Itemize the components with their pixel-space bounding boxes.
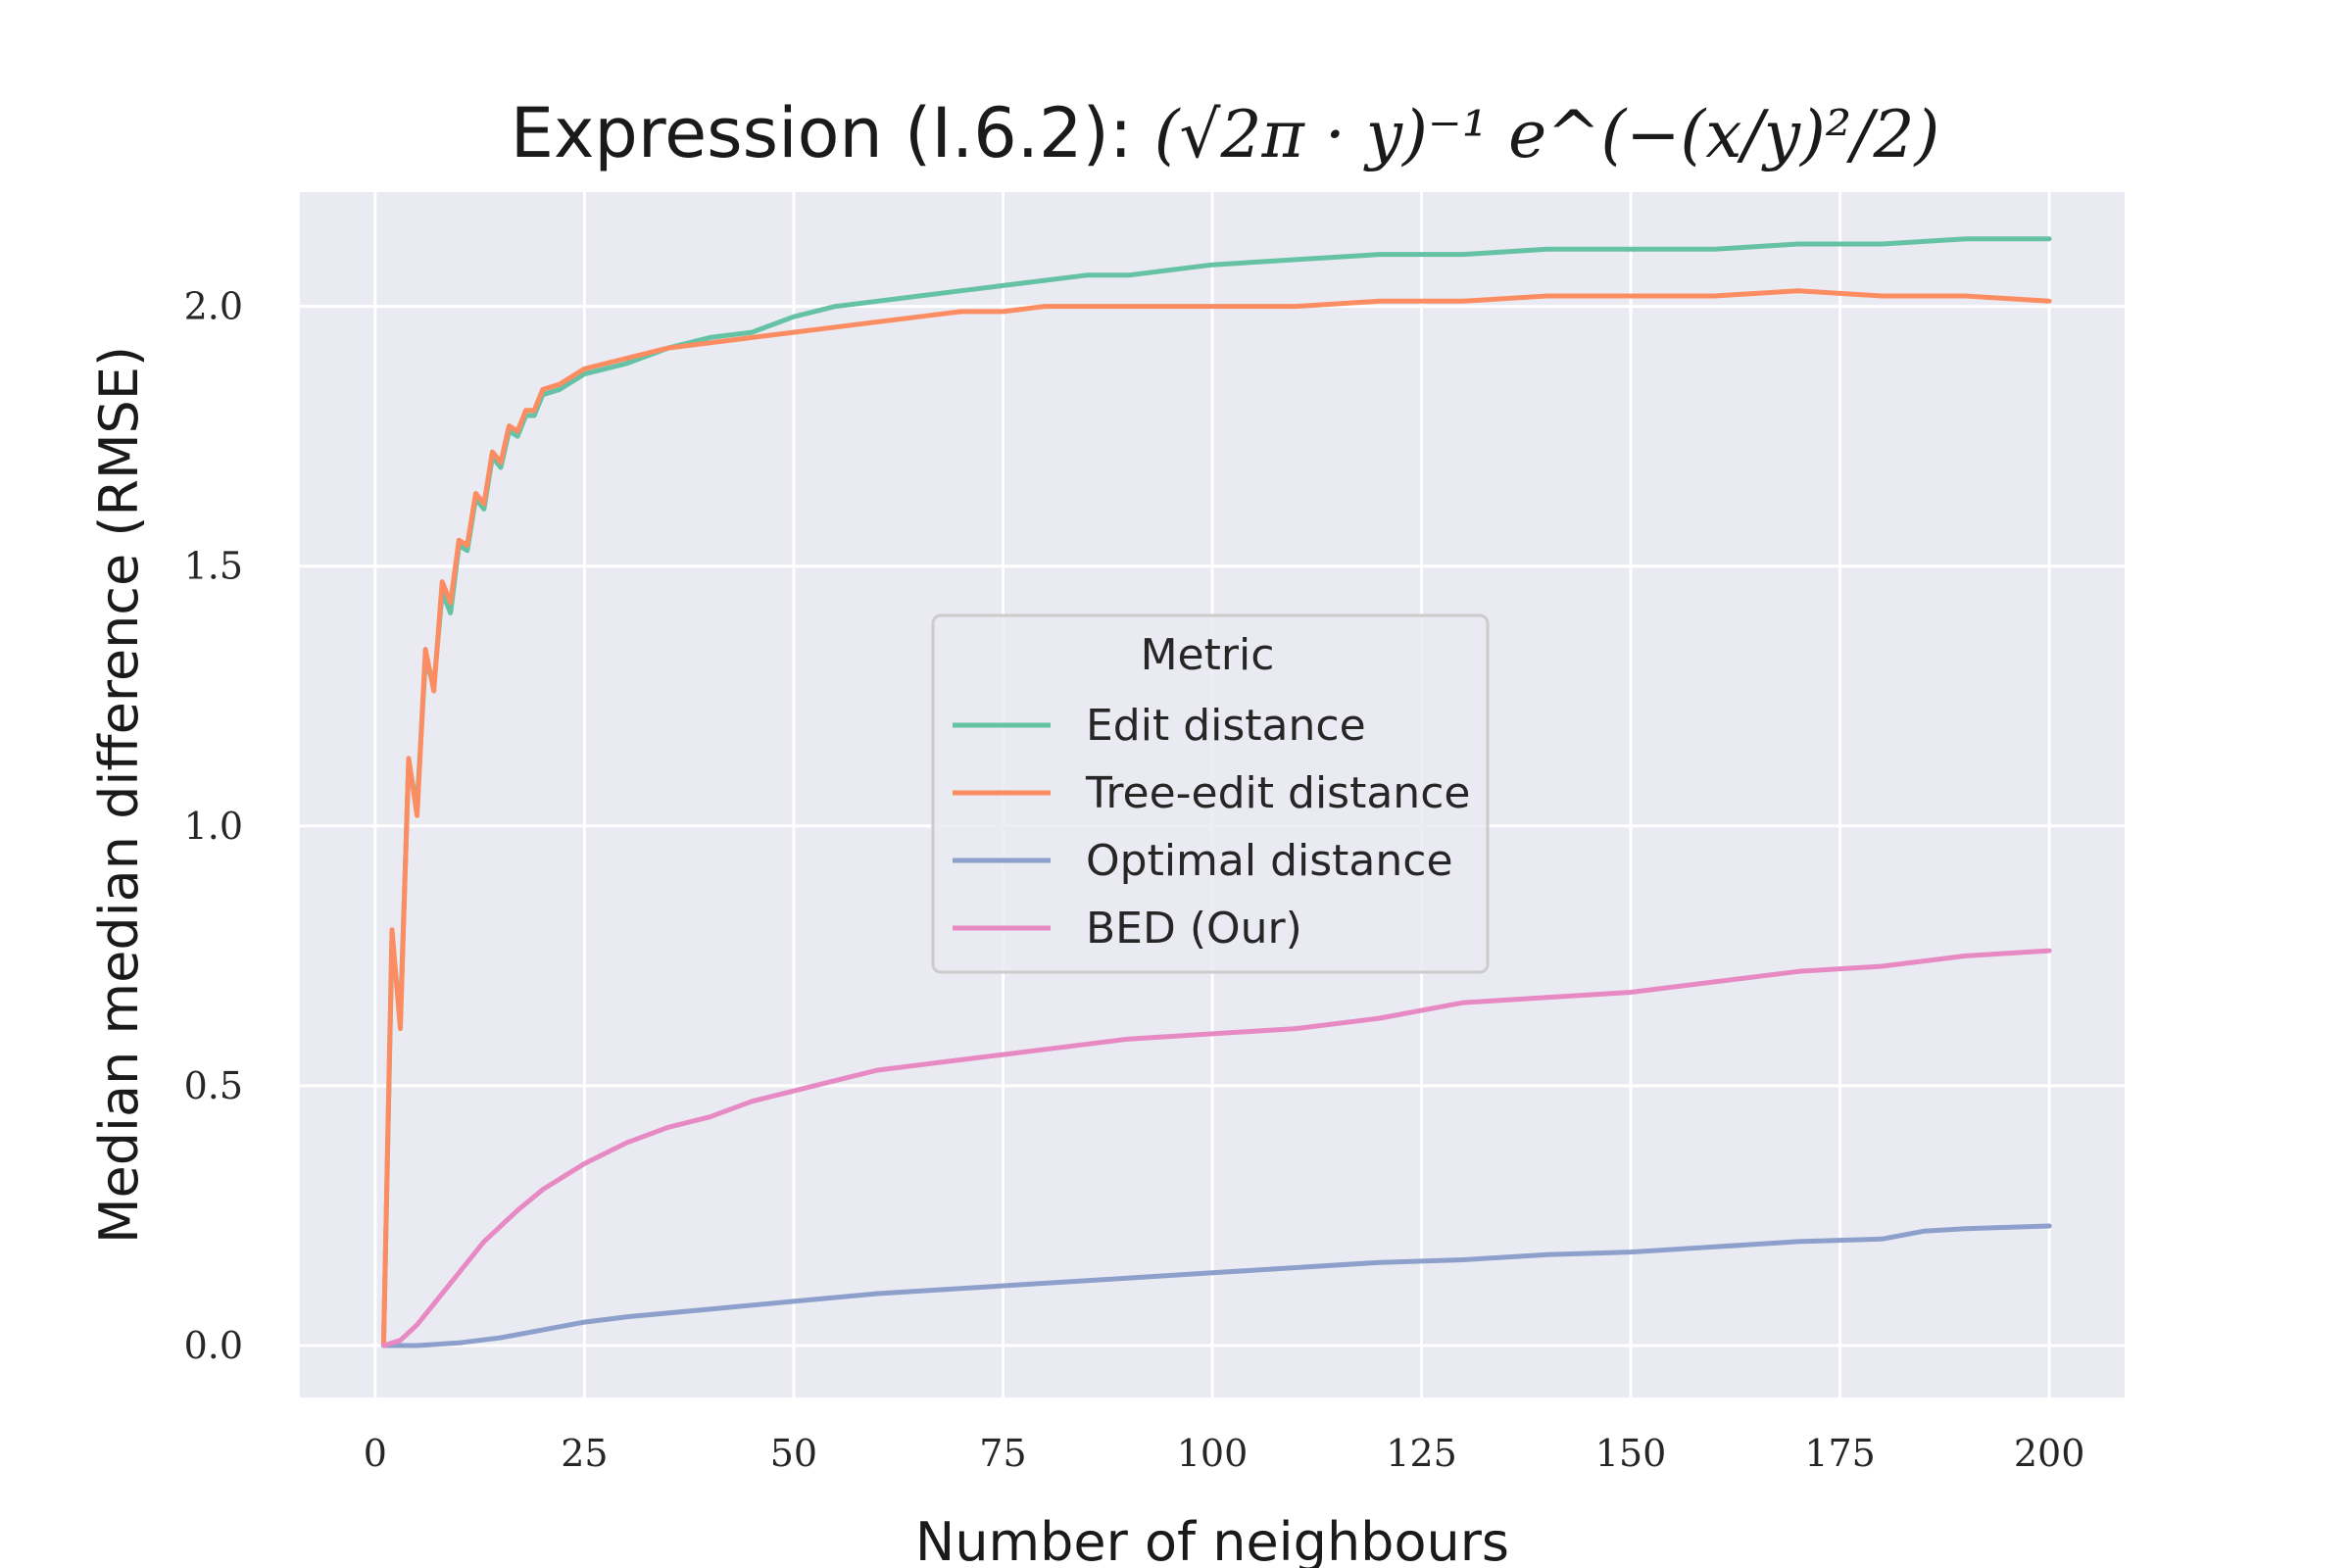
chart-title: Expression (I.6.2): (√2π · y)⁻¹ e^(−(x/y… <box>511 93 1939 173</box>
series-line-1 <box>380 288 2052 1348</box>
chart-title-math: (√2π · y)⁻¹ e^(−(x/y)²/2) <box>1154 97 1940 172</box>
y-tick-label: 1.0 <box>184 805 243 848</box>
legend-label: Optimal distance <box>1086 836 1453 886</box>
legend-label: BED (Our) <box>1086 904 1302 954</box>
chart-title-text: Expression (I.6.2): <box>511 93 1154 173</box>
y-tick-label: 0.5 <box>184 1064 243 1107</box>
x-tick-label: 100 <box>1177 1432 1249 1475</box>
legend-label: Tree-edit distance <box>1085 768 1470 818</box>
y-tick-label: 1.5 <box>184 545 243 588</box>
legend-items: Edit distance Tree-edit distance Optimal d… <box>953 701 1470 954</box>
x-tick-label: 75 <box>979 1432 1026 1475</box>
x-tick-labels: 0 25 50 75 100 125 150 175 200 <box>364 1432 2085 1475</box>
x-tick-label: 0 <box>364 1432 387 1475</box>
x-tick-label: 25 <box>561 1432 608 1475</box>
x-tick-label: 50 <box>770 1432 817 1475</box>
series-line-3 <box>380 948 2052 1348</box>
series-line-2 <box>380 1223 2052 1348</box>
y-tick-label: 0.0 <box>184 1324 243 1367</box>
y-tick-label: 2.0 <box>184 285 243 328</box>
series-group <box>380 236 2052 1348</box>
legend-label: Edit distance <box>1086 701 1366 751</box>
x-tick-label: 150 <box>1595 1432 1667 1475</box>
x-tick-label: 175 <box>1804 1432 1876 1475</box>
x-axis-label: Number of neighbours <box>915 1511 1509 1568</box>
y-axis-label: Median median difference (RMSE) <box>88 346 150 1244</box>
y-tick-labels: 0.0 0.5 1.0 1.5 2.0 <box>184 285 243 1367</box>
legend: Metric Edit distance Tree-edit distance Op… <box>931 613 1490 974</box>
x-tick-label: 125 <box>1386 1432 1457 1475</box>
legend-title: Metric <box>1141 630 1275 680</box>
legend-box <box>931 613 1490 974</box>
x-tick-label: 200 <box>2014 1432 2085 1475</box>
